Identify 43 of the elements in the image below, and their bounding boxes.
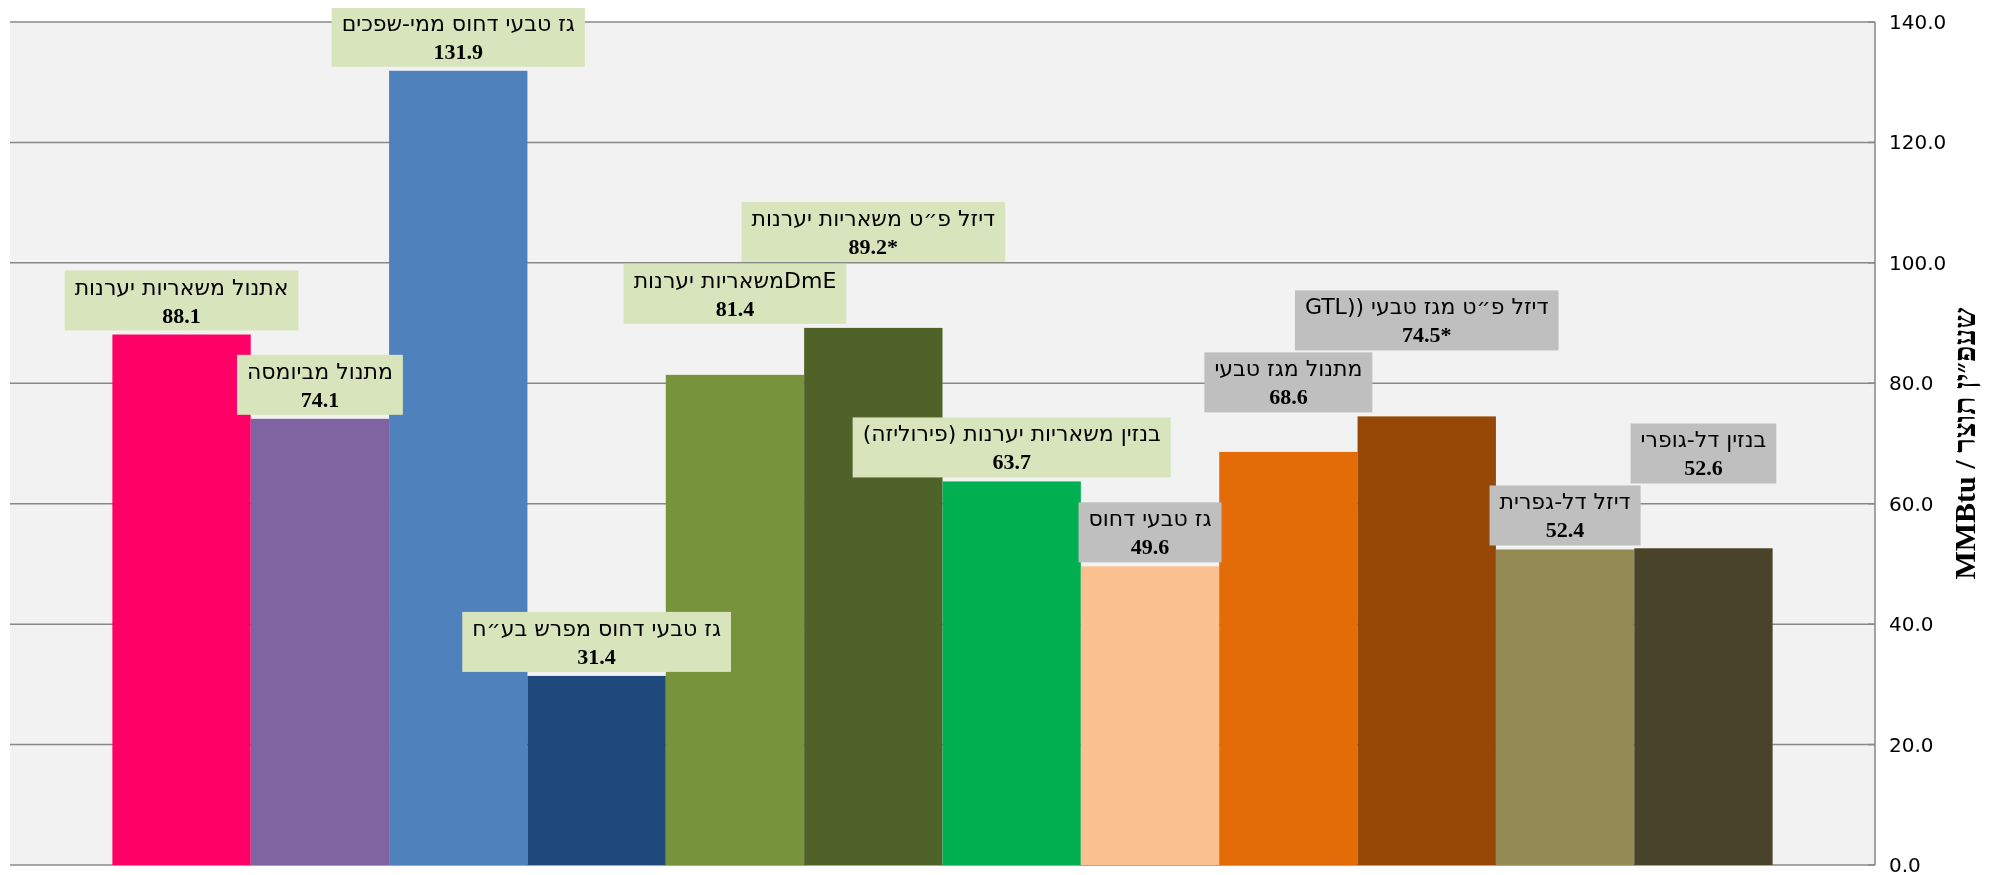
data-label: 63.7	[992, 449, 1031, 475]
bar	[250, 418, 390, 865]
y-tick-label: 20.0	[1889, 732, 1934, 757]
data-label: 74.5*	[1401, 322, 1452, 348]
x-tick-label: גז טבעי דחוס מפרש בע״ח	[472, 615, 721, 641]
bar	[942, 481, 1081, 865]
y-tick-label: 40.0	[1889, 612, 1934, 637]
data-label: 52.4	[1545, 517, 1585, 543]
x-tick-label: דיזל פ״ט משאריות יערנות	[751, 205, 996, 231]
x-tick-label: גז טבעי דחוס	[1088, 506, 1212, 532]
bar	[112, 334, 251, 865]
data-label: 52.6	[1684, 455, 1723, 481]
data-label: 74.1	[300, 386, 340, 412]
y-tick-label: 100.0	[1889, 250, 1947, 275]
bar	[1495, 549, 1635, 865]
data-label: 31.4	[577, 643, 616, 669]
y-tick-label: 120.0	[1889, 130, 1947, 155]
data-label: 49.6	[1130, 534, 1170, 560]
data-label: 68.6	[1269, 384, 1308, 410]
y-axis-title: MMBtu / שעפ״ין תוצר	[1948, 307, 1981, 580]
bar	[1634, 548, 1773, 865]
y-tick-label: 0.0	[1889, 853, 1921, 875]
x-tick-label: גז טבעי דחוס ממי-שפכים	[341, 10, 575, 36]
data-label: 88.1	[162, 302, 201, 328]
x-tick-label: DmEמשאריות יערנות	[633, 267, 837, 293]
bar	[1357, 416, 1496, 865]
bar	[1219, 451, 1358, 865]
x-tick-label: בנזין דל-גופרי	[1640, 427, 1767, 453]
bar	[527, 675, 666, 865]
bar	[389, 70, 528, 865]
data-label: 89.2*	[848, 233, 899, 259]
x-tick-label: בנזין משאריות יערנות (פירוליזה)	[862, 421, 1161, 447]
x-tick-label: דיזל דל-גפרית	[1499, 489, 1631, 515]
x-tick-label: מתנול מגז טבעי	[1214, 356, 1363, 382]
x-tick-label: מתנול מביומסה	[246, 358, 393, 384]
x-tick-label: אתנול משאריות יערנות	[74, 274, 289, 300]
data-label: 81.4	[715, 295, 755, 321]
y-tick-label: 140.0	[1889, 10, 1947, 34]
data-label: 131.9	[433, 38, 484, 64]
y-tick-label: 80.0	[1889, 371, 1934, 396]
y-tick-label: 60.0	[1889, 491, 1934, 516]
bar	[1080, 566, 1220, 865]
x-tick-label: דיזל פ״ט מגז טבעי ((GTL	[1304, 294, 1549, 320]
